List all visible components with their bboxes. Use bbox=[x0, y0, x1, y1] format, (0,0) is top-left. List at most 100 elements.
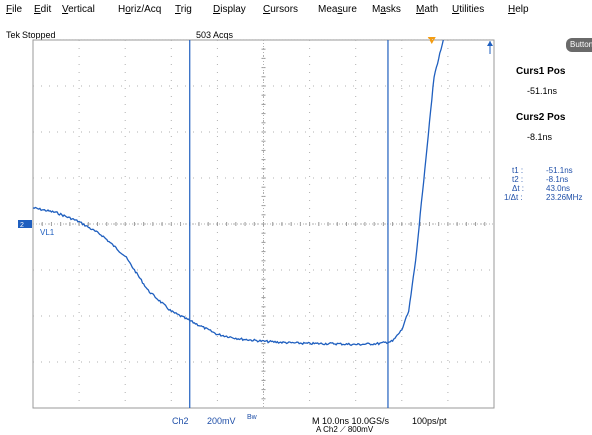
top-dots bbox=[285, 39, 286, 40]
ground-marker-label: 2 bbox=[20, 222, 24, 229]
top-dots bbox=[378, 39, 379, 40]
top-dots bbox=[462, 39, 463, 40]
top-dots bbox=[492, 39, 493, 40]
top-dots bbox=[252, 39, 253, 40]
cursors bbox=[189, 40, 389, 408]
menu-masks[interactable]: Masks bbox=[372, 4, 401, 15]
top-dots bbox=[474, 39, 475, 40]
top-dots bbox=[165, 39, 166, 40]
readout-key: t2 : bbox=[512, 175, 524, 184]
curs2-pos-title[interactable]: Curs2 Pos bbox=[516, 112, 566, 123]
top-dots bbox=[141, 39, 142, 40]
top-dots bbox=[291, 39, 292, 40]
readout-value: 43.0ns bbox=[546, 184, 571, 193]
top-dots bbox=[147, 39, 148, 40]
waveform-label: VL1 bbox=[40, 228, 55, 237]
top-dots bbox=[60, 39, 61, 40]
top-dots bbox=[117, 39, 118, 40]
top-dots bbox=[81, 39, 82, 40]
top-dots bbox=[105, 39, 106, 40]
top-dots bbox=[144, 39, 145, 40]
top-dots bbox=[435, 39, 436, 40]
top-dots bbox=[51, 39, 52, 40]
top-dots bbox=[258, 39, 259, 40]
top-dots bbox=[129, 39, 130, 40]
top-dots bbox=[372, 39, 373, 40]
top-dots bbox=[465, 39, 466, 40]
top-dots bbox=[48, 39, 49, 40]
top-dots bbox=[174, 39, 175, 40]
top-dots bbox=[183, 39, 184, 40]
top-dots bbox=[342, 39, 343, 40]
top-dots bbox=[210, 39, 211, 40]
waveform-trace bbox=[32, 39, 444, 347]
menu-display[interactable]: Display bbox=[213, 4, 246, 15]
menu-trig[interactable]: Trig bbox=[175, 4, 192, 15]
menu-math[interactable]: Math bbox=[416, 4, 439, 15]
top-dots bbox=[45, 39, 46, 40]
top-dots bbox=[267, 39, 268, 40]
top-dots bbox=[339, 39, 340, 40]
top-dots bbox=[36, 39, 37, 40]
top-dots bbox=[150, 39, 151, 40]
top-dots bbox=[375, 39, 376, 40]
top-dots bbox=[225, 39, 226, 40]
top-dots bbox=[348, 39, 349, 40]
menu-edit[interactable]: Edit bbox=[34, 4, 52, 15]
top-dots bbox=[345, 39, 346, 40]
readout-value: -51.1ns bbox=[546, 166, 573, 175]
markers: 2 VL1 bbox=[18, 37, 493, 237]
top-dots bbox=[63, 39, 64, 40]
top-dots bbox=[318, 39, 319, 40]
top-dots bbox=[99, 39, 100, 40]
menu-file[interactable]: File bbox=[6, 4, 23, 15]
top-dots bbox=[459, 39, 460, 40]
top-dots bbox=[399, 39, 400, 40]
top-dots bbox=[381, 39, 382, 40]
acquisition-state: Stopped bbox=[22, 30, 56, 40]
top-dots bbox=[132, 39, 133, 40]
top-dots bbox=[234, 39, 235, 40]
top-dots bbox=[303, 39, 304, 40]
menu-horizacq[interactable]: Horiz/Acq bbox=[118, 4, 162, 15]
top-dots bbox=[333, 39, 334, 40]
top-dots bbox=[276, 39, 277, 40]
top-dots bbox=[240, 39, 241, 40]
top-dots bbox=[195, 39, 196, 40]
menu-measure[interactable]: Measure bbox=[318, 4, 357, 15]
menu-utilities[interactable]: Utilities bbox=[452, 4, 485, 15]
top-dots bbox=[477, 39, 478, 40]
top-dots bbox=[213, 39, 214, 40]
menu-vertical[interactable]: Vertical bbox=[62, 4, 95, 15]
top-dots bbox=[369, 39, 370, 40]
top-dots bbox=[357, 39, 358, 40]
top-dots bbox=[402, 39, 403, 40]
top-dots bbox=[351, 39, 352, 40]
top-dots bbox=[456, 39, 457, 40]
curs1-pos-title[interactable]: Curs1 Pos bbox=[516, 66, 566, 77]
menu-cursors[interactable]: Cursors bbox=[263, 4, 299, 15]
top-dots bbox=[480, 39, 481, 40]
waveform bbox=[32, 39, 444, 347]
top-dots bbox=[447, 39, 448, 40]
readout-value: 23.26MHz bbox=[546, 193, 583, 202]
top-dots bbox=[312, 39, 313, 40]
top-dots bbox=[231, 39, 232, 40]
acquisition-count: 503 Acqs bbox=[196, 30, 234, 40]
buttons-toggle-button[interactable]: Buttons bbox=[566, 38, 592, 52]
top-dots bbox=[78, 39, 79, 40]
top-dots bbox=[42, 39, 43, 40]
top-dots bbox=[93, 39, 94, 40]
top-dots bbox=[216, 39, 217, 40]
top-dots bbox=[294, 39, 295, 40]
top-dots bbox=[54, 39, 55, 40]
top-dots bbox=[159, 39, 160, 40]
top-dots bbox=[366, 39, 367, 40]
top-dots bbox=[441, 39, 442, 40]
top-dots bbox=[204, 39, 205, 40]
top-dots bbox=[297, 39, 298, 40]
top-dots bbox=[486, 39, 487, 40]
top-dots bbox=[264, 39, 265, 40]
menu-help[interactable]: Help bbox=[508, 4, 529, 15]
